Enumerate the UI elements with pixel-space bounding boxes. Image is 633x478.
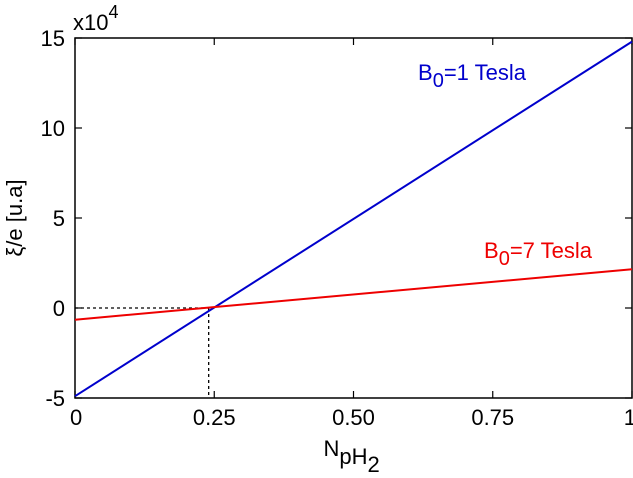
y-tick-label: 0 (53, 296, 65, 321)
series-line-0 (74, 40, 633, 398)
series-label-subscript: 0 (499, 248, 510, 270)
x-axis-label-subscript-2: 2 (368, 452, 380, 477)
x-tick-label: 0.75 (471, 405, 514, 430)
series-label-0: B0=1 Tesla (418, 60, 527, 92)
x-tick-label: 0 (70, 405, 82, 430)
y-tick-label: 15 (41, 26, 65, 51)
x-axis-label-base: N (324, 436, 340, 461)
x-tick-label: 0.50 (332, 405, 375, 430)
y-tick-label: 10 (41, 116, 65, 141)
series-label-base: B (418, 60, 433, 85)
y-tick-label: 5 (53, 206, 65, 231)
series-label-base: B (484, 238, 499, 263)
x-tick-label: 1 (624, 405, 633, 430)
series-line-1 (74, 268, 633, 321)
y-multiplier: x104 (73, 2, 119, 35)
x-axis-label-subscript: pH (339, 444, 367, 469)
y-tick-label: -5 (45, 386, 65, 411)
series-label-subscript: 0 (433, 70, 444, 92)
x-tick-label: 0.25 (193, 405, 236, 430)
y-multiplier-exponent: 4 (108, 2, 118, 22)
series-label-rest: =1 Tesla (444, 60, 527, 85)
y-multiplier-base: x10 (73, 10, 108, 35)
series-label-1: B0=7 Tesla (484, 238, 593, 270)
y-axis-label: ξ/e [u.a] (2, 179, 27, 256)
series-label-rest: =7 Tesla (510, 238, 593, 263)
x-axis-label: NpH2 (324, 436, 380, 477)
